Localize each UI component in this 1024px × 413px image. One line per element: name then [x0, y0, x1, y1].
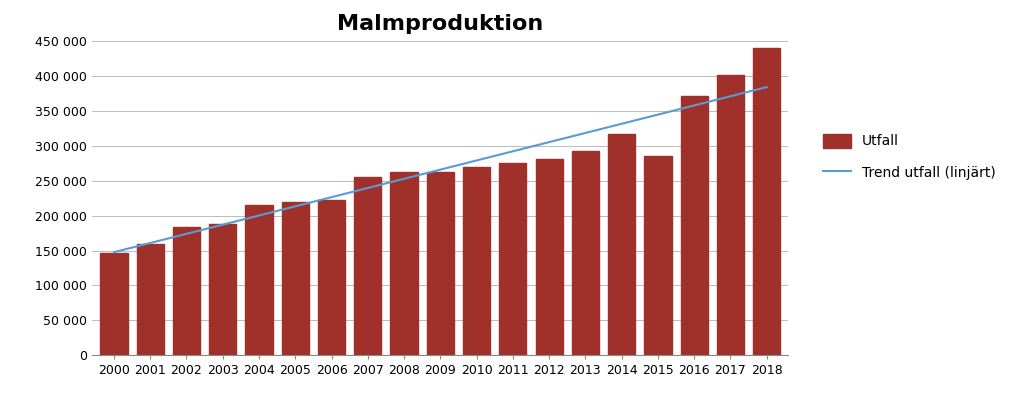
Title: Malmproduktion: Malmproduktion [337, 14, 544, 34]
Legend: Utfall, Trend utfall (linjärt): Utfall, Trend utfall (linjärt) [816, 127, 1002, 187]
Bar [681, 96, 708, 355]
Bar [136, 244, 164, 355]
Bar [354, 177, 381, 355]
Bar [463, 167, 490, 355]
Bar [317, 199, 345, 355]
Bar [500, 163, 526, 355]
Bar [209, 224, 237, 355]
Bar [536, 159, 563, 355]
Bar [644, 157, 672, 355]
Bar [427, 172, 454, 355]
Bar [390, 173, 418, 355]
Bar [173, 227, 200, 355]
Bar [753, 48, 780, 355]
Bar [100, 253, 128, 355]
Bar [571, 151, 599, 355]
Bar [282, 202, 309, 355]
Bar [717, 75, 744, 355]
Bar [608, 134, 635, 355]
Bar [246, 205, 272, 355]
